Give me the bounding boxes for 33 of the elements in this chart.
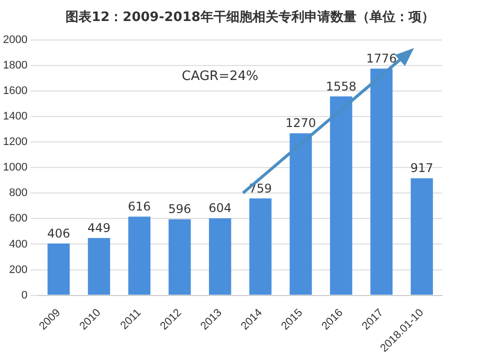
bar (370, 68, 393, 295)
data-label: 759 (248, 181, 272, 196)
y-tick-label: 0 (21, 289, 28, 302)
bar (168, 219, 191, 295)
y-tick-label: 200 (9, 264, 28, 276)
bar (249, 198, 272, 295)
y-tick-label: 600 (9, 212, 28, 225)
data-label: 604 (208, 201, 232, 216)
y-tick-label: 1600 (2, 85, 28, 98)
y-tick-label: 2000 (2, 34, 28, 46)
bar (48, 243, 70, 295)
data-label: 596 (168, 202, 192, 216)
bar (88, 238, 110, 295)
annotation: CAGR=24% (182, 69, 258, 84)
bar (208, 218, 232, 295)
bar (330, 96, 352, 295)
bar (290, 133, 312, 295)
y-tick-label: 800 (9, 187, 28, 200)
data-label: 406 (47, 226, 70, 240)
data-label: 1776 (366, 52, 397, 66)
chart-title: 图表12：2009-2018年干细胞相关专利申请数量（单位：项） (64, 8, 436, 26)
y-tick-label: 1000 (2, 162, 28, 174)
data-label: 1270 (285, 116, 316, 130)
y-tick-label: 1200 (2, 136, 28, 148)
y-tick-label: 1800 (2, 60, 28, 72)
data-label: 616 (128, 200, 151, 214)
data-label: 917 (410, 161, 434, 176)
data-label: 449 (88, 220, 110, 235)
data-label: 1558 (326, 79, 356, 94)
bar (128, 216, 150, 295)
y-tick-label: 1400 (2, 110, 28, 123)
y-tick-label: 400 (9, 238, 28, 250)
bar (410, 178, 433, 295)
